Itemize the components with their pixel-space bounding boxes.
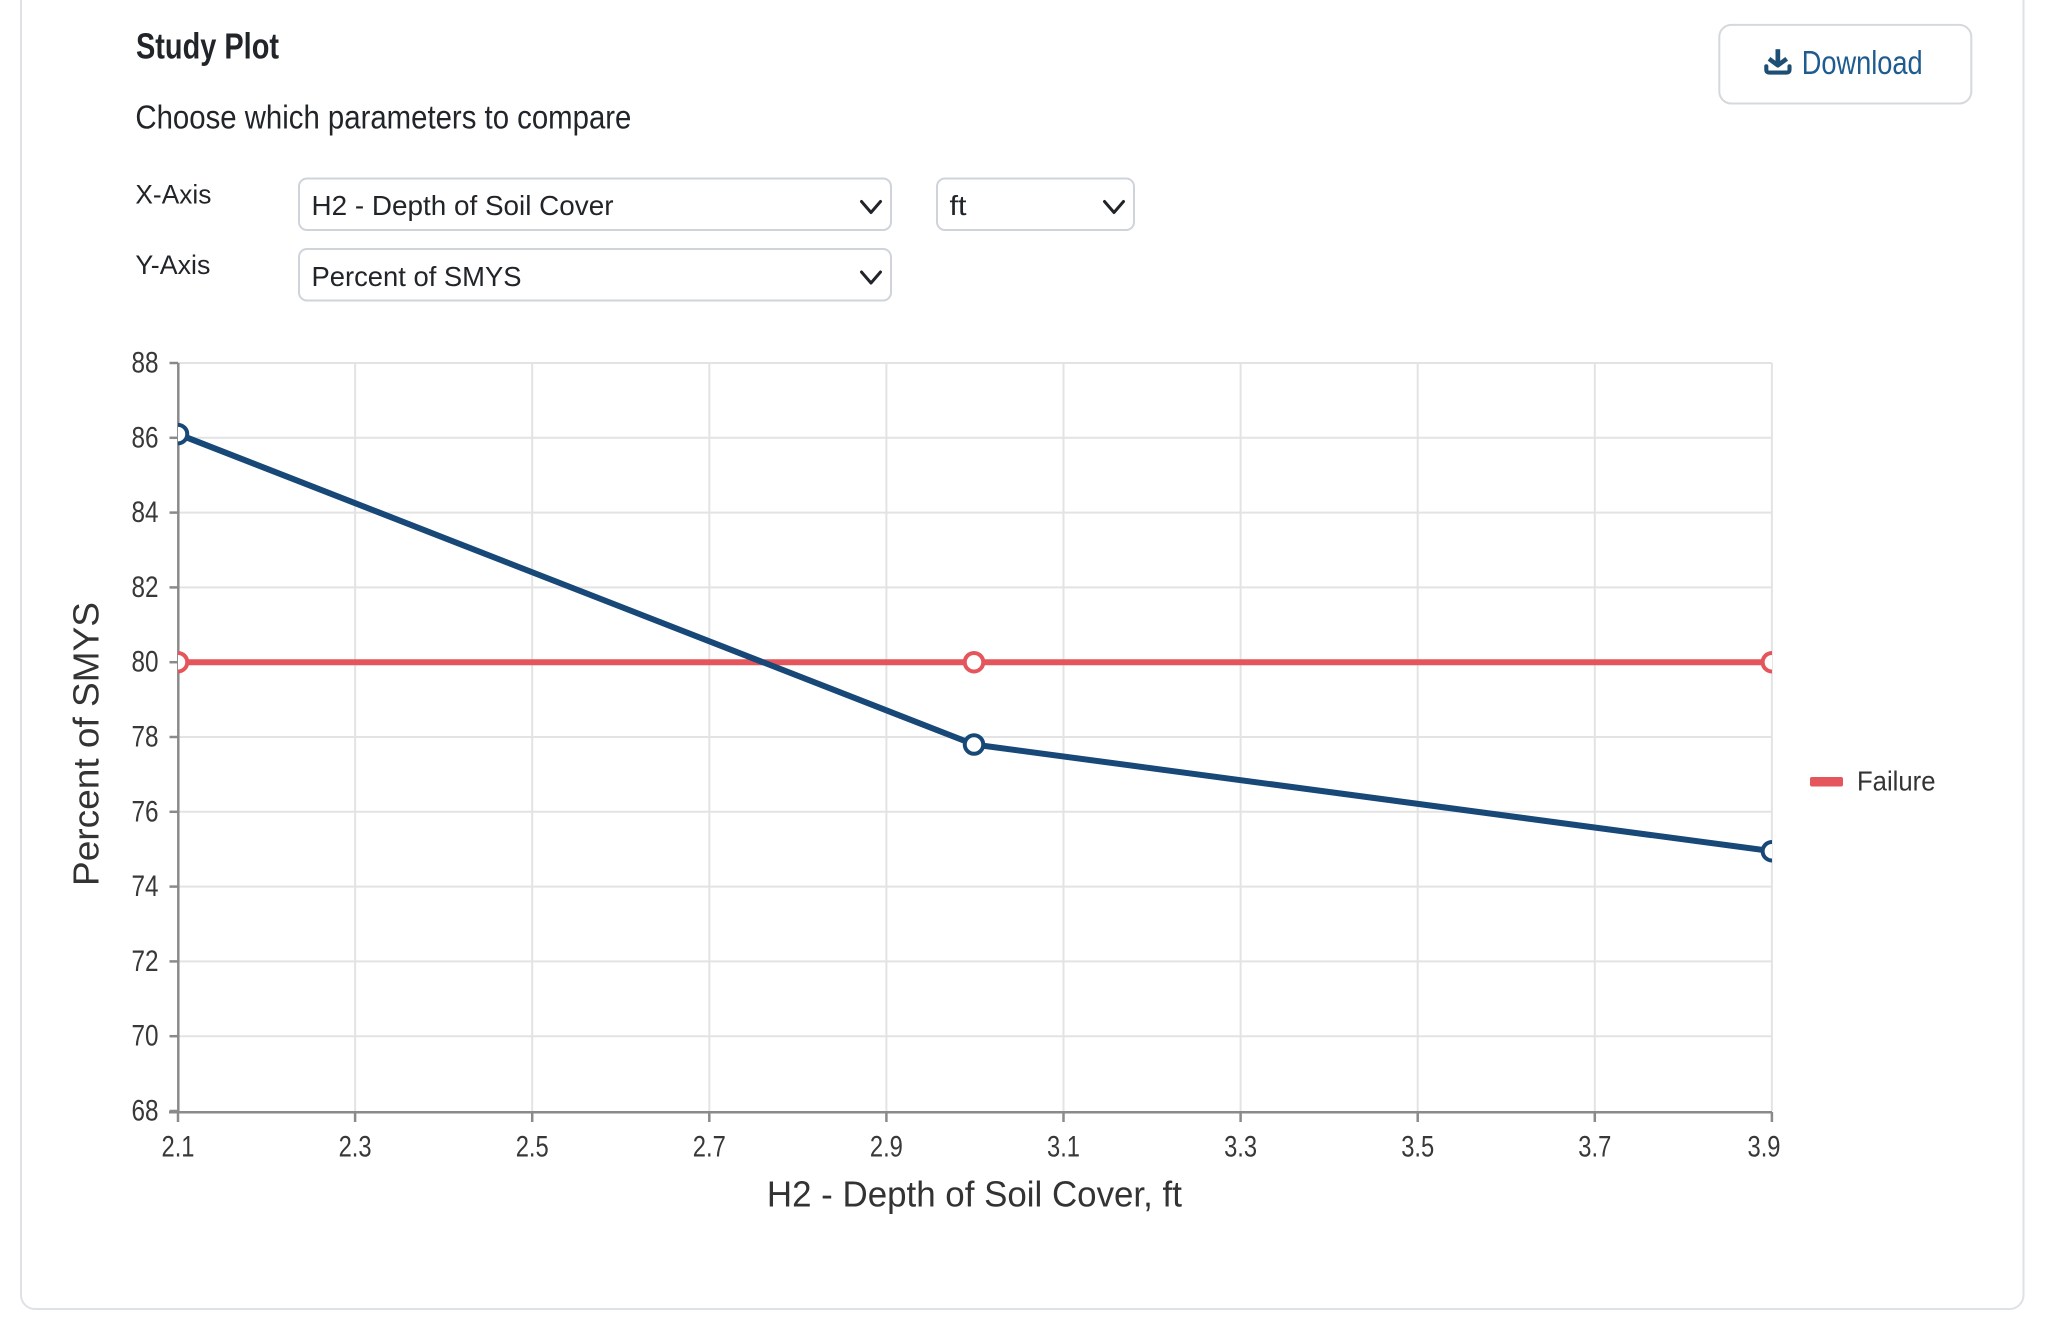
- svg-text:X-Axis: X-Axis: [135, 179, 211, 209]
- svg-text:2.5: 2.5: [516, 1131, 549, 1164]
- svg-text:70: 70: [132, 1020, 159, 1053]
- svg-text:88: 88: [132, 347, 159, 380]
- svg-text:3.9: 3.9: [1748, 1131, 1781, 1164]
- svg-text:H2 - Depth of Soil Cover: H2 - Depth of Soil Cover: [312, 190, 614, 221]
- svg-text:2.7: 2.7: [693, 1131, 726, 1164]
- svg-text:84: 84: [132, 496, 159, 529]
- svg-text:82: 82: [132, 571, 159, 604]
- svg-text:H2 - Depth of Soil Cover, ft: H2 - Depth of Soil Cover, ft: [767, 1174, 1182, 1215]
- svg-text:3.5: 3.5: [1401, 1131, 1434, 1164]
- svg-text:2.1: 2.1: [162, 1131, 195, 1164]
- svg-text:Y-Axis: Y-Axis: [135, 250, 210, 280]
- svg-text:80: 80: [132, 646, 159, 679]
- svg-text:Failure: Failure: [1857, 765, 1936, 796]
- svg-text:Study Plot: Study Plot: [136, 26, 279, 67]
- svg-text:2.9: 2.9: [870, 1131, 903, 1164]
- svg-text:3.3: 3.3: [1224, 1131, 1257, 1164]
- svg-text:72: 72: [132, 945, 159, 978]
- svg-text:Download: Download: [1802, 44, 1923, 81]
- svg-text:74: 74: [132, 870, 159, 903]
- svg-text:ft: ft: [950, 190, 967, 221]
- svg-text:Choose which parameters to com: Choose which parameters to compare: [135, 99, 631, 136]
- svg-text:Percent of SMYS: Percent of SMYS: [66, 602, 107, 886]
- svg-text:Percent of SMYS: Percent of SMYS: [312, 261, 522, 292]
- svg-text:2.3: 2.3: [339, 1131, 372, 1164]
- svg-text:3.1: 3.1: [1047, 1131, 1080, 1164]
- svg-text:78: 78: [132, 721, 159, 754]
- svg-text:68: 68: [132, 1095, 159, 1128]
- svg-text:86: 86: [132, 421, 159, 454]
- svg-text:76: 76: [132, 795, 159, 828]
- svg-text:3.7: 3.7: [1578, 1131, 1611, 1164]
